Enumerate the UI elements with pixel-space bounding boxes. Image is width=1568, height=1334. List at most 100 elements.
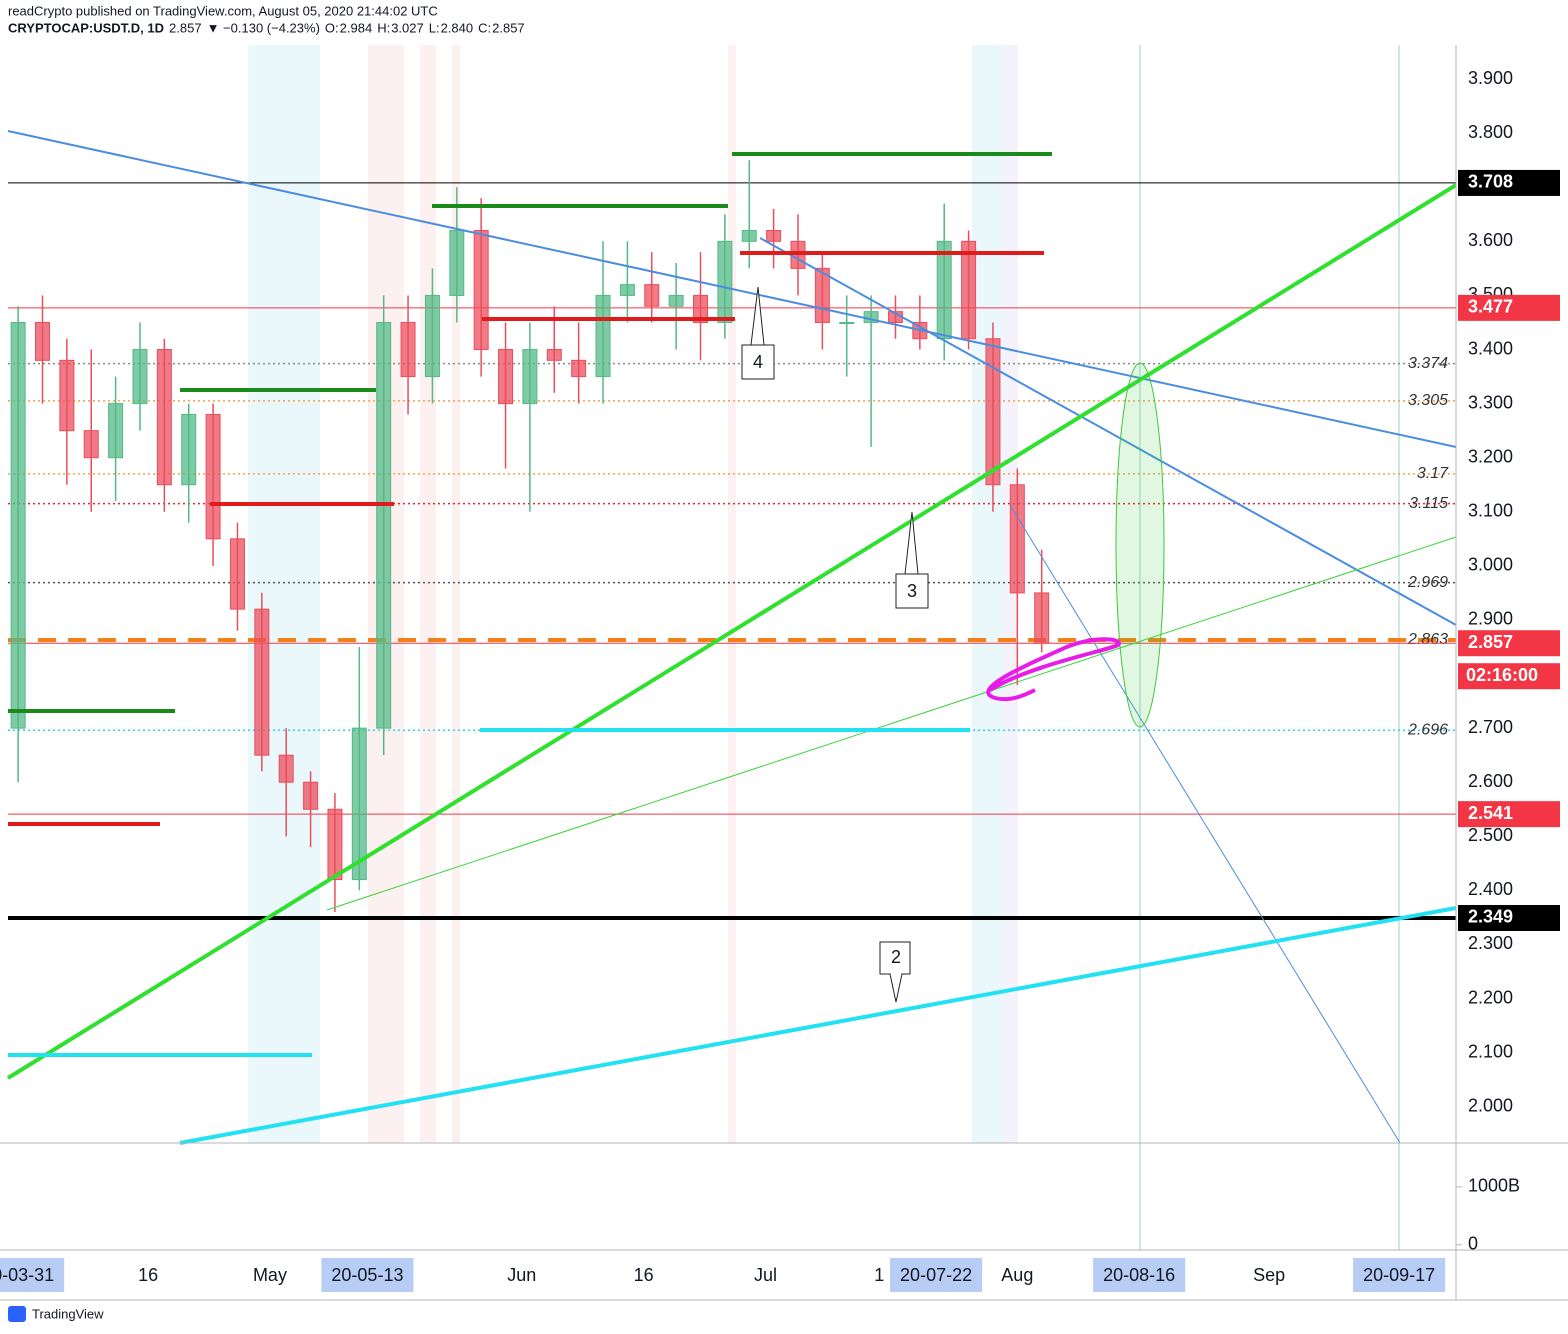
ohlc-value: 2.857: [492, 20, 525, 35]
candle-body: [376, 321, 392, 729]
y-tick-label: 3.900: [1468, 68, 1513, 88]
y-tick-label: 2.000: [1468, 1096, 1513, 1116]
candle-body: [34, 321, 50, 361]
candle-body: [181, 413, 197, 486]
countdown: 02:16:00: [1466, 665, 1538, 685]
callout: [895, 511, 929, 609]
candle-body: [254, 608, 270, 756]
candle-body: [693, 294, 709, 323]
trendline: [326, 536, 1457, 911]
level-label: 3.305: [1408, 392, 1448, 409]
candle-body: [985, 338, 1001, 486]
x-tick-highlight: [890, 1258, 983, 1292]
candle-body: [1009, 484, 1025, 594]
callout: [741, 286, 775, 380]
levels: 3.374 3.305 3.17 3.115 2.969 2.863 2.696: [8, 182, 1456, 920]
callout-label: 2: [891, 947, 901, 967]
ohlc-value: 3.027: [391, 20, 424, 35]
callout-label: 3: [907, 581, 917, 601]
ohlc-label: C:: [478, 20, 491, 35]
price-badge-label: 3.477: [1468, 297, 1513, 317]
callout: [879, 941, 911, 1003]
level-label: 2.863: [1407, 631, 1448, 648]
price-badge-label: 3.708: [1468, 172, 1513, 192]
x-tick-label: 20-07-22: [900, 1265, 972, 1285]
y-tick-label: 2.400: [1468, 879, 1513, 899]
callouts: 2 3 4: [741, 286, 929, 1003]
y-tick-label: 3.800: [1468, 122, 1513, 142]
volume-axis: 1000B 0: [1456, 1176, 1520, 1254]
level-label: 2.969: [1407, 574, 1448, 591]
candle-body: [522, 349, 538, 405]
level-label: 3.115: [1409, 495, 1448, 512]
band: [728, 45, 736, 1143]
band: [452, 45, 460, 1143]
last-price: 2.857: [169, 20, 202, 35]
ohlc-label: O:: [325, 20, 339, 35]
candle-body: [1034, 592, 1050, 644]
x-axis: 20-03-31 16 May 20-05-13 Jun 16 Jul 1 20-07-22 Au…: [0, 1258, 1446, 1292]
drawings: [6, 130, 1458, 1145]
price-badge-label: 2.541: [1468, 803, 1513, 823]
candle-body: [546, 349, 562, 361]
candle-body: [766, 230, 782, 242]
price-badge: [1458, 294, 1560, 321]
level-label: 3.17: [1417, 465, 1449, 482]
x-tick-label: Aug: [1001, 1265, 1033, 1285]
price-badge: [1458, 904, 1560, 931]
candle-body: [351, 727, 367, 881]
trendline: [6, 183, 1458, 1080]
countdown-badge: [1458, 663, 1560, 690]
y-tick-label: 3.100: [1468, 501, 1513, 521]
change: ▼ −0.130 (−4.23%): [207, 20, 320, 35]
logo: [8, 1306, 26, 1322]
y-tick-label: 3.000: [1468, 555, 1513, 575]
band: [1004, 45, 1018, 1143]
candle-body: [936, 240, 952, 340]
candle-body: [400, 321, 416, 378]
candle-body: [59, 359, 75, 432]
price-badge: [1458, 169, 1560, 196]
y-tick-label: 2.700: [1468, 717, 1513, 737]
volume-tick-label: 1000B: [1468, 1176, 1520, 1196]
candle-body: [229, 538, 245, 610]
candle-body: [717, 240, 733, 323]
y-tick-label: 2.600: [1468, 771, 1513, 791]
publisher: readCrypto published on TradingView.com,…: [8, 3, 438, 18]
candle-body: [303, 781, 319, 810]
candle-body: [156, 349, 172, 486]
y-tick-label: 3.600: [1468, 230, 1513, 250]
y-tick-label: 2.100: [1468, 1041, 1513, 1061]
x-tick-label: 16: [138, 1265, 158, 1285]
candle-body: [961, 240, 977, 340]
price-badge-label: 2.349: [1468, 907, 1513, 927]
symbol: CRYPTOCAP:USDT.D, 1D: [8, 20, 164, 35]
footer-brand: TradingView: [32, 1306, 104, 1321]
x-tick-label: Jun: [507, 1265, 536, 1285]
x-tick-label: 20-09-17: [1363, 1265, 1435, 1285]
candle-body: [83, 430, 99, 459]
ohlc-value: 2.840: [441, 20, 474, 35]
y-tick-label: 2.300: [1468, 933, 1513, 953]
x-tick-label: 16: [634, 1265, 654, 1285]
candle-body: [10, 321, 26, 729]
price-badge: [1458, 801, 1560, 828]
x-tick-label: 20-03-31: [0, 1265, 54, 1285]
x-tick-highlight: [1093, 1258, 1186, 1292]
candle-body: [327, 808, 343, 881]
candle-body: [278, 754, 294, 783]
y-tick-label: 2.900: [1468, 609, 1513, 629]
y-tick-label: 3.200: [1468, 446, 1513, 466]
candle-body: [571, 359, 587, 378]
trendline: [179, 906, 1457, 1145]
symbol-line: CRYPTOCAP:USDT.D, 1D 2.857 ▼ −0.130 (−4.23…: [8, 20, 525, 35]
candle-body: [473, 230, 489, 351]
candles: [10, 160, 1050, 913]
candle-body: [449, 230, 465, 296]
trendline: [7, 130, 1457, 448]
callout-label: 4: [753, 352, 763, 372]
candle-body: [741, 230, 757, 242]
volume-tick-label: 0: [1468, 1234, 1478, 1254]
price-badge-label: 2.857: [1468, 632, 1513, 652]
